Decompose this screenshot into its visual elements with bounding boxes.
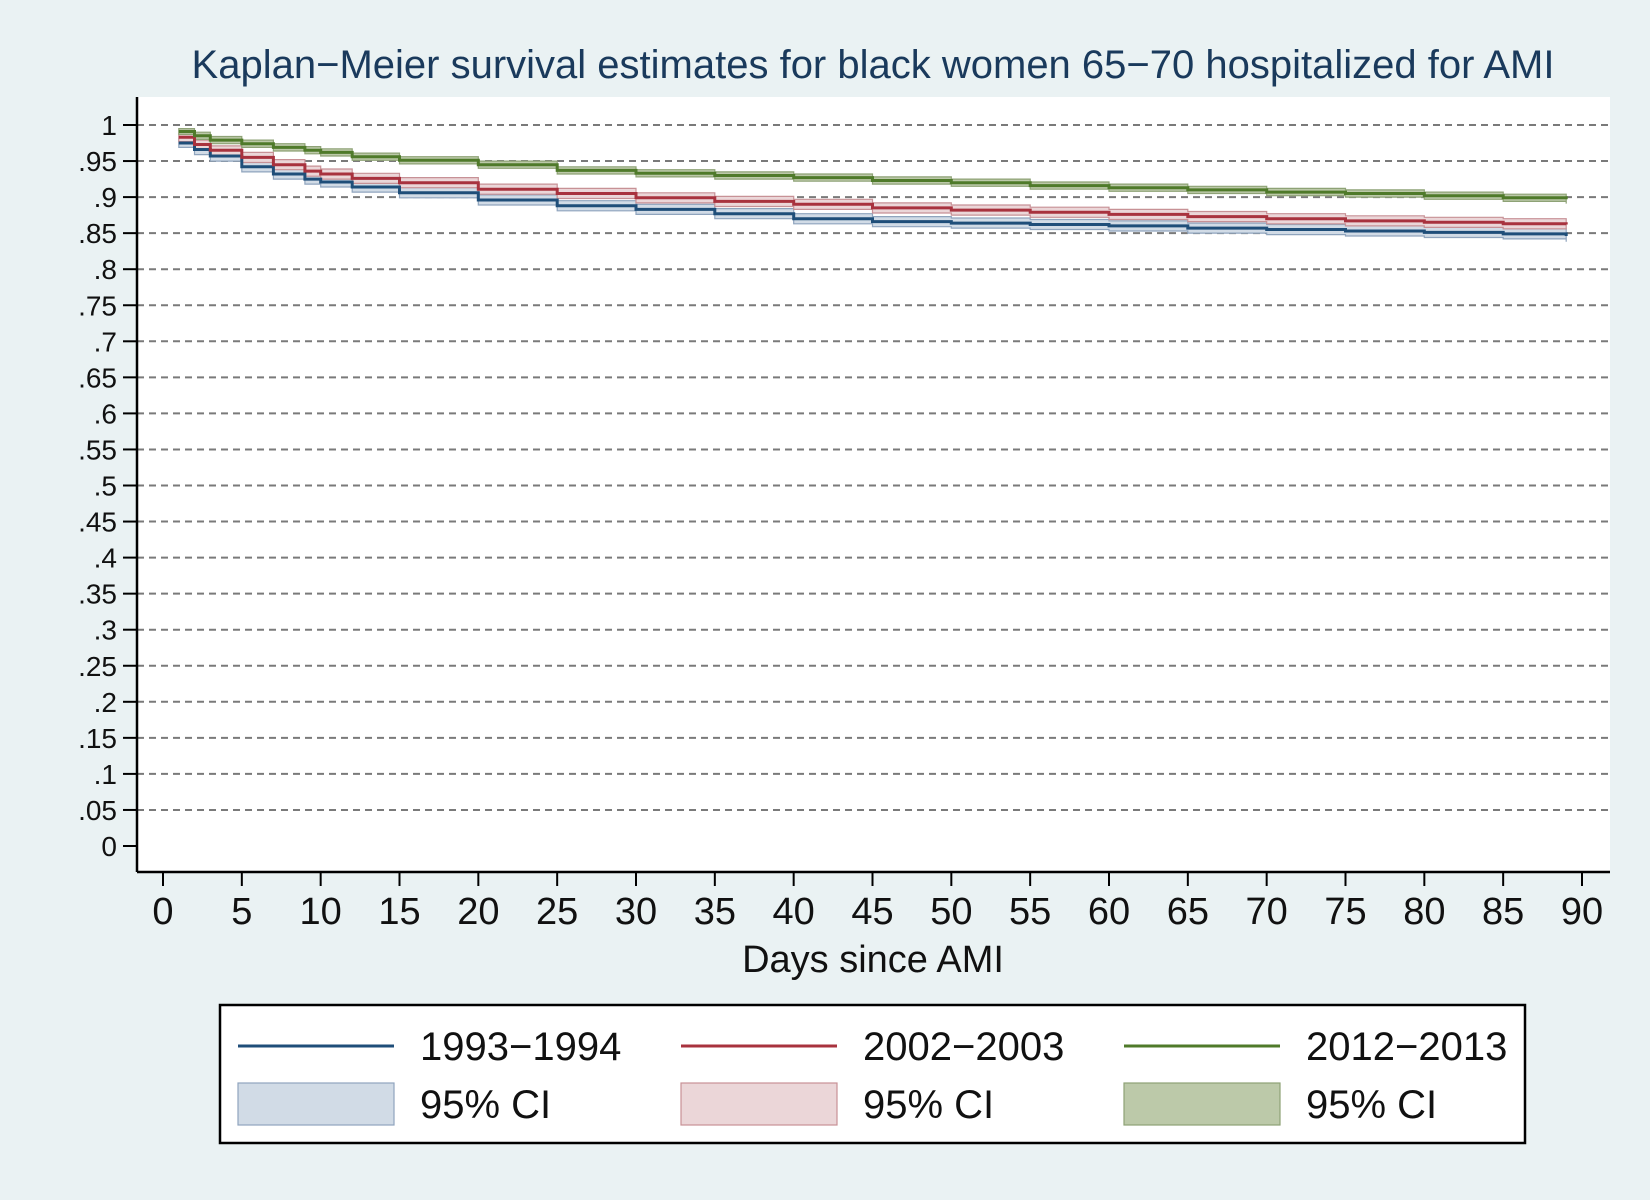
legend-label: 1993−1994 [420, 1025, 621, 1069]
y-tick-label: .05 [78, 795, 117, 826]
legend-label: 2002−2003 [863, 1025, 1064, 1069]
survival-lines [178, 130, 1568, 236]
y-tick-label: .4 [94, 543, 117, 574]
legend-key-band [1123, 1082, 1281, 1126]
legend-label: 95% CI [1306, 1083, 1437, 1127]
survival-line-2 [178, 130, 1568, 200]
x-tick-label: 85 [1482, 891, 1524, 933]
legend-label: 2012−2013 [1306, 1025, 1507, 1069]
y-tick-label: .95 [78, 146, 117, 177]
y-tick-label: .35 [78, 579, 117, 610]
x-tick-label: 45 [851, 891, 893, 933]
x-tick-label: 50 [930, 891, 972, 933]
x-tick-label: 65 [1167, 891, 1209, 933]
chart-title: Kaplan−Meier survival estimates for blac… [192, 43, 1555, 87]
x-tick-label: 5 [231, 891, 252, 933]
y-tick-label: .6 [94, 398, 117, 429]
y-tick-label: .85 [78, 218, 117, 249]
x-tick-label: 90 [1561, 891, 1603, 933]
x-tick-label: 25 [536, 891, 578, 933]
x-tick-label: 60 [1088, 891, 1130, 933]
survival-line-0 [178, 141, 1568, 236]
axes: 0 .05 .1 .15 .2 .25 .3 .35 .4 .45 .5 .55 .6 .65 .7 .75.… [78, 97, 1610, 933]
survival-line-1 [178, 135, 1568, 226]
y-tick-label: 0 [101, 831, 117, 862]
legend-box [218, 1003, 1527, 1145]
x-tick-label: 35 [694, 891, 736, 933]
y-tick-label: .55 [78, 434, 117, 465]
x-tick-label: 70 [1246, 891, 1288, 933]
x-axis-title: Days since AMI [742, 939, 1004, 981]
x-tick-label: 40 [773, 891, 815, 933]
x-tick-label: 75 [1324, 891, 1366, 933]
legend: 1993−1994 2002−2003 2012−2013 95% CI 95% CI 9… [218, 1003, 1527, 1145]
y-tick-label: .15 [78, 723, 117, 754]
legend-key-band [680, 1082, 838, 1126]
y-tick-label: .3 [94, 615, 117, 646]
y-tick-label: .1 [94, 759, 117, 790]
y-tick-label: 1 [101, 110, 117, 141]
x-tick-label: 15 [378, 891, 420, 933]
x-tick-label: 80 [1403, 891, 1445, 933]
legend-label: 95% CI [420, 1083, 551, 1127]
y-tick-label: .9 [94, 182, 117, 213]
x-tick-label: 20 [457, 891, 499, 933]
y-tick-label: .5 [94, 471, 117, 502]
x-tick-label: 10 [300, 891, 342, 933]
gridlines [137, 124, 1610, 811]
y-tick-label: .2 [94, 687, 117, 718]
y-tick-label: .65 [78, 362, 117, 393]
x-tick-label: 0 [152, 891, 173, 933]
x-tick-label: 55 [1009, 891, 1051, 933]
y-tick-label: .7 [94, 326, 117, 357]
legend-key-band [237, 1082, 395, 1126]
y-tick-label: .8 [94, 254, 117, 285]
x-tick-label: 30 [615, 891, 657, 933]
y-tick-label: .45 [78, 507, 117, 538]
y-tick-label: .25 [78, 651, 117, 682]
legend-label: 95% CI [863, 1083, 994, 1127]
y-tick-label: .75 [78, 290, 117, 321]
